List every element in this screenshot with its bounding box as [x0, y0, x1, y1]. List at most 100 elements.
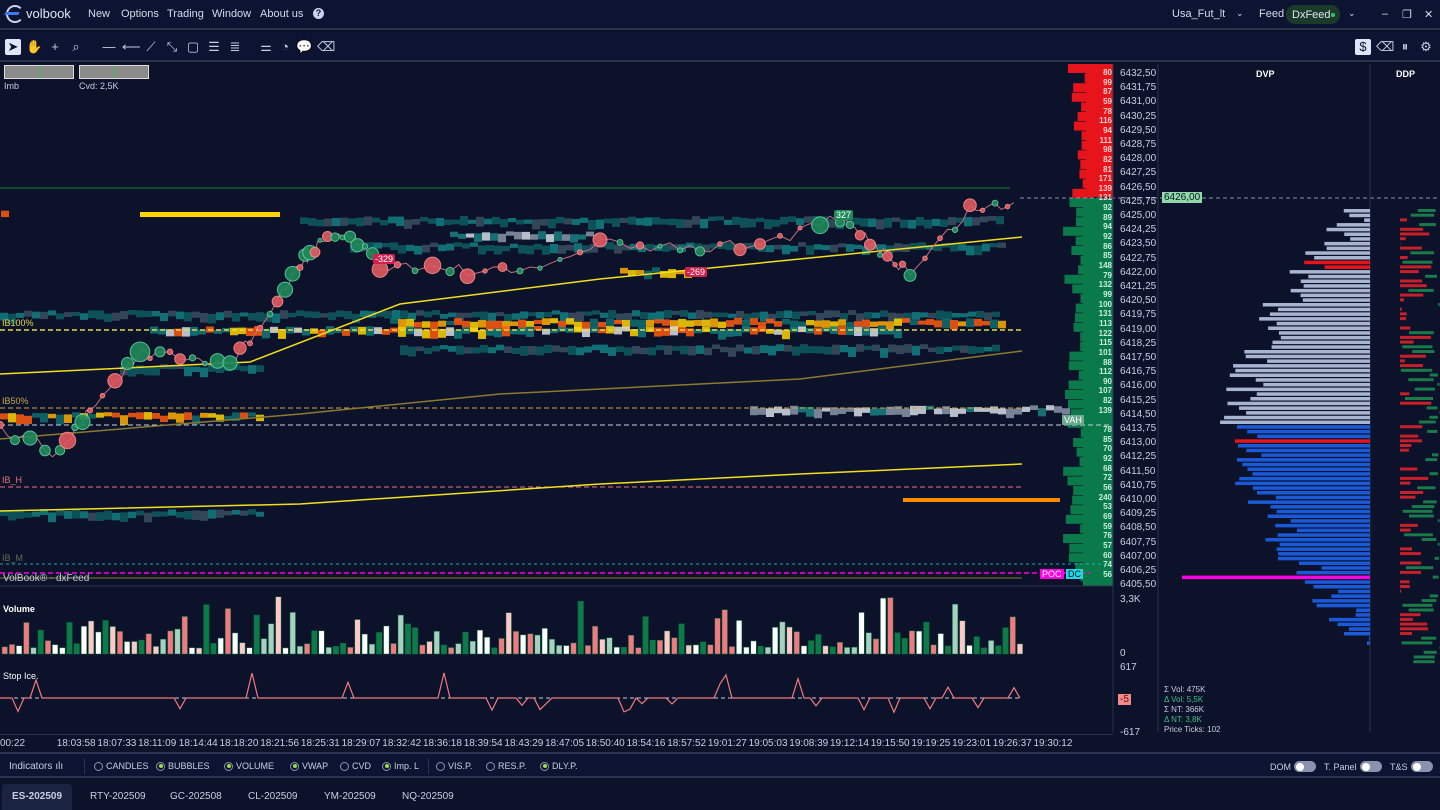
ray-icon[interactable]: ⟵: [122, 39, 141, 54]
minimize-icon[interactable]: –: [1382, 8, 1389, 20]
ddp-bar: [1400, 632, 1412, 635]
volume-bubble: [592, 232, 608, 248]
comment-icon[interactable]: 💬: [296, 39, 313, 54]
crosshair-icon[interactable]: +: [51, 39, 59, 54]
heatmap-cell: [968, 346, 976, 354]
stopwatch-icon[interactable]: ◔: [281, 39, 289, 54]
chart-area[interactable]: Imb Cvd: 2,5K IB100% IB50% IB_H IB_M Vol…: [0, 64, 1440, 738]
menu-new[interactable]: New: [88, 8, 111, 20]
radio-icon[interactable]: [340, 761, 349, 771]
dollar-icon[interactable]: $: [1355, 39, 1371, 55]
ask-volume-bar: [1082, 179, 1103, 189]
time-axis[interactable]: 00:22 18:03:58 18:07:33 18:11:09 18:14:44 18:…: [0, 734, 1113, 750]
heatmap-cell: [582, 245, 590, 254]
menu-window[interactable]: Window: [212, 8, 252, 20]
time-label: 19:12:14: [830, 738, 869, 749]
radio-icon[interactable]: [486, 761, 495, 771]
segment-icon[interactable]: ⤡: [166, 39, 178, 54]
gear-icon[interactable]: ⚙: [1420, 39, 1432, 54]
settings-sliders-icon[interactable]: ⚌: [260, 39, 272, 54]
menu-trading[interactable]: Trading: [167, 8, 204, 20]
lines-icon[interactable]: ☰: [208, 39, 220, 54]
feed-badge[interactable]: DxFeed: [1286, 5, 1340, 24]
ask-volume-label: 98: [1103, 145, 1112, 155]
help-icon[interactable]: ?: [313, 8, 324, 19]
chevron-down-icon[interactable]: ⌄: [1236, 8, 1244, 18]
pause-icon[interactable]: ⏸: [1401, 39, 1409, 54]
rectangle-icon[interactable]: ▢: [186, 39, 200, 54]
profile-option[interactable]: VIS.P.: [436, 761, 472, 771]
radio-icon[interactable]: [156, 761, 165, 771]
volume-bubble: [963, 198, 977, 213]
heatmap-cell: [680, 345, 688, 355]
instrument-tab[interactable]: RTY-202509: [90, 791, 146, 802]
instrument-tab[interactable]: ES-202509: [2, 784, 73, 810]
heatmap-cell: [624, 347, 632, 356]
menu-about[interactable]: About us: [260, 8, 304, 20]
instrument-tab[interactable]: GC-202508: [170, 791, 222, 802]
toggle-switch[interactable]: [1359, 761, 1382, 772]
restore-icon[interactable]: ❐: [1402, 9, 1412, 21]
heatmap-cell: [520, 346, 528, 356]
heatmap-cell: [684, 219, 692, 228]
toggle-switch[interactable]: [1294, 761, 1316, 772]
instrument-tab[interactable]: NQ-202509: [402, 791, 454, 802]
profile-option[interactable]: RES.P.: [486, 761, 526, 771]
bid-volume-bar: [1074, 313, 1099, 323]
heatmap-cell: [966, 318, 974, 328]
indicator-option[interactable]: VOLUME: [224, 761, 274, 771]
radio-icon[interactable]: [94, 761, 103, 771]
chevron-down-icon[interactable]: ⌄: [1348, 8, 1356, 18]
chart-canvas[interactable]: [0, 64, 1440, 732]
dvp-bar: [1267, 359, 1370, 363]
zoom-icon[interactable]: ⌕: [72, 39, 80, 54]
account-selector[interactable]: Usa_Fut_lt: [1172, 8, 1226, 20]
indicator-option[interactable]: Imp. L: [382, 761, 419, 771]
price-label: 6407,00: [1120, 550, 1157, 562]
volume-max-label: 3,3K: [1120, 594, 1141, 605]
indicator-option[interactable]: CANDLES: [94, 761, 149, 771]
ddp-bar: [1400, 425, 1423, 429]
eraser-icon[interactable]: ⌫: [1376, 39, 1395, 54]
bid-volume-bar: [1068, 380, 1093, 390]
cursor-icon[interactable]: ➤: [5, 39, 21, 55]
menu-options[interactable]: Options: [121, 8, 159, 20]
indicator-option[interactable]: BUBBLES: [156, 761, 210, 771]
dvp-bar: [1268, 326, 1370, 330]
profile-option[interactable]: DLY.P.: [540, 761, 578, 771]
radio-icon[interactable]: [224, 761, 233, 771]
ddp-bar: [1400, 617, 1413, 621]
ddp-bar: [1400, 627, 1429, 631]
hand-icon[interactable]: ✋: [26, 39, 43, 54]
volume-bar: [1009, 616, 1016, 655]
instrument-tab[interactable]: CL-202509: [248, 791, 298, 802]
radio-icon[interactable]: [540, 761, 549, 771]
toggle-switch[interactable]: [1410, 761, 1433, 772]
ts-toggle[interactable]: T&S: [1390, 761, 1433, 772]
trend-line-icon[interactable]: ⟋: [146, 39, 156, 54]
dom-toggle[interactable]: DOM: [1270, 761, 1316, 772]
ddp-bar: [1421, 538, 1437, 541]
bid-volume-bar: [1080, 428, 1105, 438]
heatmap-cell: [640, 312, 648, 320]
radio-icon[interactable]: [382, 761, 391, 771]
ddp-bar: [1400, 265, 1432, 269]
indicator-option[interactable]: CVD: [340, 761, 371, 771]
heatmap-cell: [776, 311, 784, 319]
stop-ice-line: [0, 672, 1021, 714]
close-icon[interactable]: ✕: [1424, 9, 1434, 21]
toggle-label: T&S: [1390, 761, 1408, 772]
indicator-option[interactable]: VWAP: [290, 761, 328, 771]
eraser-icon[interactable]: ⌫: [317, 39, 336, 54]
instrument-tab[interactable]: YM-202509: [324, 791, 376, 802]
heatmap-cell: [588, 219, 596, 230]
radio-icon[interactable]: [436, 761, 445, 771]
stop-ice-min-label: -617: [1120, 727, 1141, 738]
bid-volume-bar: [1075, 217, 1100, 227]
horizontal-line-icon[interactable]: —: [102, 39, 116, 54]
heatmap-cell: [676, 219, 684, 229]
tpanel-toggle[interactable]: T. Panel: [1324, 761, 1382, 772]
lines-dense-icon[interactable]: ≣: [229, 39, 241, 54]
indicators-button[interactable]: Indicators ılı: [9, 761, 63, 772]
radio-icon[interactable]: [290, 761, 299, 771]
